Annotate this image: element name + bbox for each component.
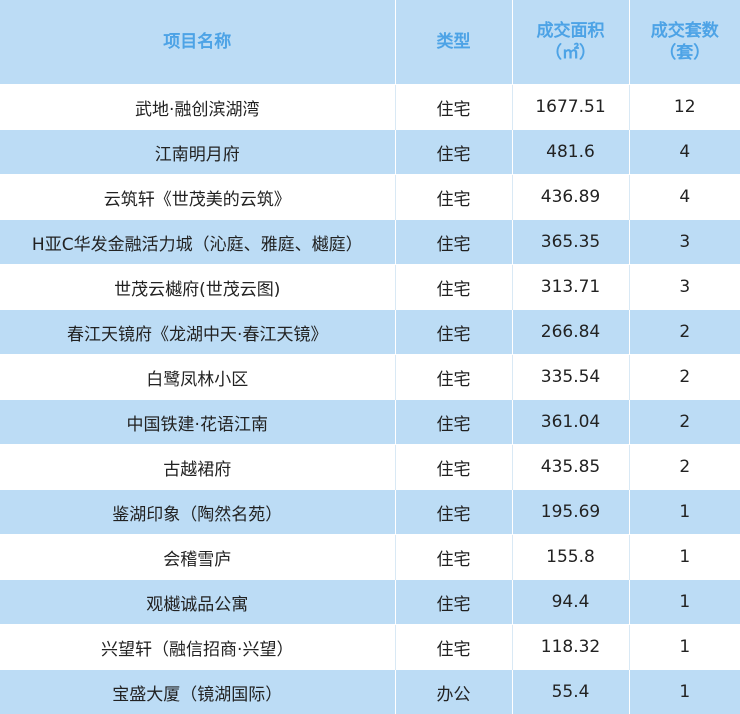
cell-area: 435.85 <box>512 445 629 490</box>
cell-type: 住宅 <box>395 175 512 220</box>
cell-area: 365.35 <box>512 220 629 265</box>
cell-area: 155.8 <box>512 535 629 580</box>
cell-type: 住宅 <box>395 220 512 265</box>
table-body: 武地·融创滨湖湾 住宅 1677.51 12 江南明月府 住宅 481.6 4 … <box>0 85 740 714</box>
table-row: 中国铁建·花语江南 住宅 361.04 2 <box>0 400 740 445</box>
table-row: 白鹭凤林小区 住宅 335.54 2 <box>0 355 740 400</box>
table-row: 武地·融创滨湖湾 住宅 1677.51 12 <box>0 85 740 130</box>
cell-area: 118.32 <box>512 625 629 670</box>
table-row: 兴望轩（融信招商·兴望） 住宅 118.32 1 <box>0 625 740 670</box>
cell-type: 住宅 <box>395 85 512 130</box>
cell-count: 4 <box>629 130 740 175</box>
table-row: 会稽雪庐 住宅 155.8 1 <box>0 535 740 580</box>
cell-count: 3 <box>629 220 740 265</box>
cell-project-name: 会稽雪庐 <box>0 535 395 580</box>
cell-count: 1 <box>629 535 740 580</box>
cell-project-name: H亚C华发金融活力城（沁庭、雅庭、樾庭） <box>0 220 395 265</box>
cell-project-name: 武地·融创滨湖湾 <box>0 85 395 130</box>
table-row: 世茂云樾府(世茂云图) 住宅 313.71 3 <box>0 265 740 310</box>
header-area-title: 成交面积 <box>513 20 629 42</box>
table-row: 云筑轩《世茂美的云筑》 住宅 436.89 4 <box>0 175 740 220</box>
cell-area: 335.54 <box>512 355 629 400</box>
cell-project-name: 江南明月府 <box>0 130 395 175</box>
cell-area: 55.4 <box>512 670 629 714</box>
header-row: 项目名称 类型 成交面积 （㎡） 成交套数 （套） <box>0 0 740 85</box>
cell-type: 办公 <box>395 670 512 714</box>
cell-project-name: 白鹭凤林小区 <box>0 355 395 400</box>
table-row: 宝盛大厦（镜湖国际） 办公 55.4 1 <box>0 670 740 714</box>
cell-count: 4 <box>629 175 740 220</box>
cell-count: 2 <box>629 355 740 400</box>
cell-area: 361.04 <box>512 400 629 445</box>
table-row: 江南明月府 住宅 481.6 4 <box>0 130 740 175</box>
cell-type: 住宅 <box>395 400 512 445</box>
cell-type: 住宅 <box>395 355 512 400</box>
cell-area: 266.84 <box>512 310 629 355</box>
table-row: 春江天镜府《龙湖中天·春江天镜》 住宅 266.84 2 <box>0 310 740 355</box>
cell-type: 住宅 <box>395 130 512 175</box>
cell-project-name: 中国铁建·花语江南 <box>0 400 395 445</box>
cell-count: 1 <box>629 580 740 625</box>
header-count-unit: （套） <box>630 42 740 64</box>
header-area: 成交面积 （㎡） <box>512 0 629 85</box>
cell-count: 2 <box>629 310 740 355</box>
cell-project-name: 观樾诚品公寓 <box>0 580 395 625</box>
table-header: 项目名称 类型 成交面积 （㎡） 成交套数 （套） <box>0 0 740 85</box>
cell-count: 1 <box>629 490 740 535</box>
cell-type: 住宅 <box>395 490 512 535</box>
header-count-title: 成交套数 <box>630 20 740 42</box>
cell-type: 住宅 <box>395 445 512 490</box>
cell-count: 2 <box>629 445 740 490</box>
cell-area: 1677.51 <box>512 85 629 130</box>
header-count: 成交套数 （套） <box>629 0 740 85</box>
header-project-name: 项目名称 <box>0 0 395 85</box>
cell-project-name: 宝盛大厦（镜湖国际） <box>0 670 395 714</box>
cell-project-name: 兴望轩（融信招商·兴望） <box>0 625 395 670</box>
table-row: H亚C华发金融活力城（沁庭、雅庭、樾庭） 住宅 365.35 3 <box>0 220 740 265</box>
cell-project-name: 鉴湖印象（陶然名苑） <box>0 490 395 535</box>
cell-area: 313.71 <box>512 265 629 310</box>
cell-area: 94.4 <box>512 580 629 625</box>
cell-count: 12 <box>629 85 740 130</box>
cell-count: 2 <box>629 400 740 445</box>
cell-project-name: 春江天镜府《龙湖中天·春江天镜》 <box>0 310 395 355</box>
cell-type: 住宅 <box>395 580 512 625</box>
cell-count: 1 <box>629 670 740 714</box>
cell-count: 3 <box>629 265 740 310</box>
table-row: 鉴湖印象（陶然名苑） 住宅 195.69 1 <box>0 490 740 535</box>
cell-type: 住宅 <box>395 310 512 355</box>
cell-project-name: 古越裙府 <box>0 445 395 490</box>
header-area-unit: （㎡） <box>513 42 629 64</box>
table-row: 古越裙府 住宅 435.85 2 <box>0 445 740 490</box>
cell-area: 436.89 <box>512 175 629 220</box>
cell-type: 住宅 <box>395 625 512 670</box>
cell-type: 住宅 <box>395 265 512 310</box>
table-row: 观樾诚品公寓 住宅 94.4 1 <box>0 580 740 625</box>
cell-project-name: 云筑轩《世茂美的云筑》 <box>0 175 395 220</box>
cell-area: 195.69 <box>512 490 629 535</box>
cell-project-name: 世茂云樾府(世茂云图) <box>0 265 395 310</box>
header-type: 类型 <box>395 0 512 85</box>
cell-count: 1 <box>629 625 740 670</box>
cell-area: 481.6 <box>512 130 629 175</box>
cell-type: 住宅 <box>395 535 512 580</box>
